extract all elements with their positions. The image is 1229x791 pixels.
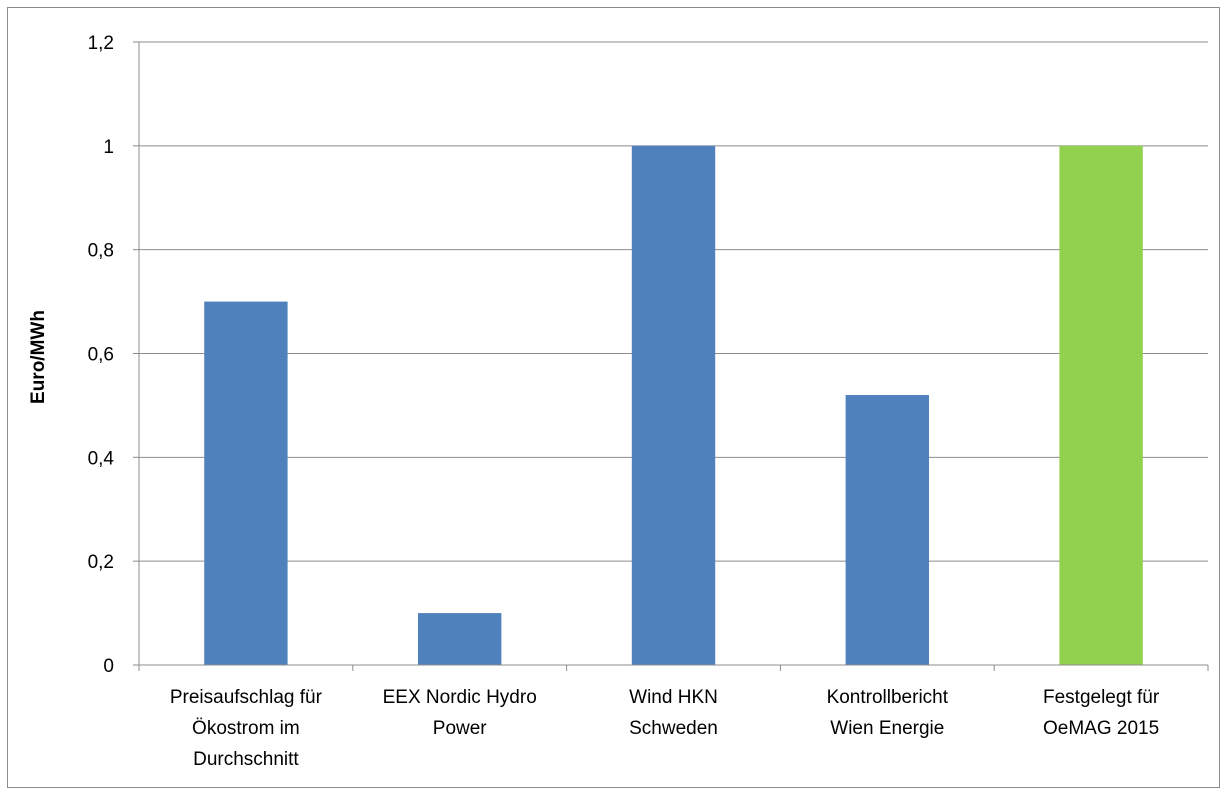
x-category-label: Kontrollbericht (827, 687, 949, 708)
x-category-label: Durchschnitt (193, 749, 299, 770)
bar (204, 301, 288, 665)
bar (845, 395, 929, 665)
x-category-label: EEX Nordic Hydro (383, 687, 537, 708)
y-tick-label: 0,8 (88, 241, 114, 262)
x-category-label: Schweden (629, 718, 718, 739)
x-category-label: Wind HKN (629, 687, 718, 708)
x-category-labels: Preisaufschlag für Ökostrom im Durchschnit… (170, 687, 1160, 770)
y-tick-label: 1 (103, 137, 114, 158)
x-category-label: Power (433, 718, 488, 739)
y-tick-labels: 0 0,2 0,4 0,6 0,8 1 1,2 (88, 33, 139, 677)
y-tick-label: 1,2 (88, 33, 114, 54)
x-category-label: OeMAG 2015 (1043, 718, 1159, 739)
bars (204, 145, 1143, 666)
x-category-label: Festgelegt für (1043, 687, 1160, 708)
x-category-label: Wien Energie (830, 718, 944, 739)
y-tick-label: 0 (103, 656, 114, 677)
y-axis-title: Euro/MWh (28, 310, 49, 404)
x-category-label: Ökostrom im (192, 718, 300, 739)
y-tick-label: 0,4 (88, 448, 115, 469)
bar (418, 613, 502, 665)
bar (1059, 145, 1143, 666)
x-category-label: Preisaufschlag für (170, 687, 323, 708)
y-tick-label: 0,2 (88, 552, 114, 573)
bar (631, 145, 716, 666)
y-tick-label: 0,6 (88, 345, 114, 366)
